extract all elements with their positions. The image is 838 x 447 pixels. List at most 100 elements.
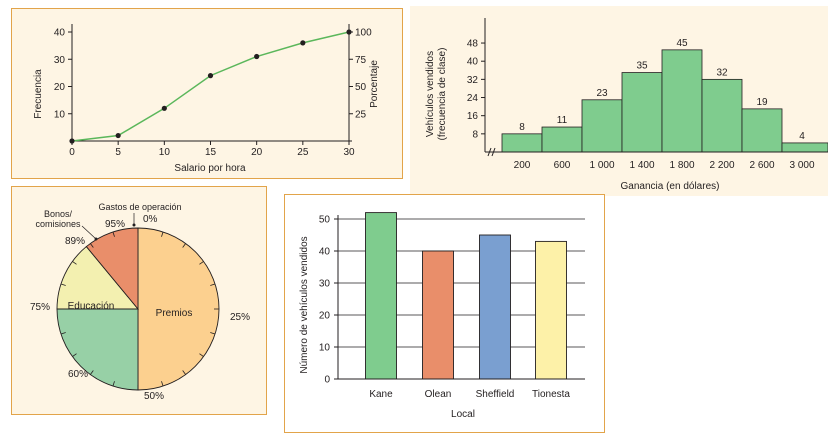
- pie-percent-tick-mark: [210, 283, 216, 286]
- pie-label-educacion: Educación: [68, 301, 115, 312]
- pie-percent-label: 89%: [65, 236, 85, 247]
- histogram-bar-value-label: 23: [596, 88, 608, 99]
- pie-percent-tick-mark: [182, 370, 186, 375]
- histogram-bar: [781, 142, 828, 153]
- bar-y-tick-label: 10: [319, 343, 331, 354]
- pie-percent-label: 75%: [30, 302, 50, 313]
- pie-percent-ticks: 0% 25% 50% 60% 75% 89% 95%: [30, 214, 250, 402]
- bar-x-tick-label: Sheffield: [476, 389, 515, 400]
- pie-chart: 0% 25% 50% 60% 75% 89% 95% Premios Educación B…: [30, 202, 250, 402]
- histogram-bar: [581, 99, 623, 153]
- ogive-point: [115, 132, 121, 139]
- ogive-y2-tick-label: 100: [355, 28, 372, 39]
- pie-percent-tick-mark: [72, 353, 77, 357]
- ogive-x-tick-label: 25: [297, 147, 309, 158]
- ogive-x-tick-label: 10: [159, 147, 171, 158]
- bar-y-tick-label: 40: [319, 247, 331, 258]
- histogram-axis-break: [487, 147, 496, 157]
- pie-gastos-leader-dot: [132, 223, 136, 227]
- histogram-bars: 8 11 23 35 45 32 19 4: [501, 38, 828, 153]
- bar-chart: 0 10 20 30 40 50 Kane Olean Sheffield Tionesta Lo…: [299, 212, 585, 420]
- ogive-y-tick-label: 10: [54, 109, 66, 120]
- ogive-x-tick-label: 20: [251, 147, 263, 158]
- ogive-point: [207, 73, 214, 79]
- ogive-x-tick-label: 30: [343, 147, 355, 158]
- pie-percent-label: 50%: [144, 391, 164, 402]
- bar-sheffield: [479, 234, 511, 380]
- histogram-bar: [701, 78, 743, 153]
- histogram-x-tick-label: 2 200: [709, 160, 734, 171]
- pie-percent-tick-mark: [199, 353, 204, 357]
- bar-y-axis-label: Número de vehículos vendidos: [299, 236, 310, 373]
- histogram-x-tick-label: 600: [554, 160, 571, 171]
- bar-tionesta: [535, 240, 567, 380]
- pie-chart-panel: 0% 25% 50% 60% 75% 89% 95% Premios Educación B…: [11, 186, 267, 415]
- bar-x-axis-label: Local: [451, 409, 475, 420]
- ogive-y2-tick-label: 25: [355, 109, 367, 120]
- ogive-chart: 0 5 10 15 20 25 30 40 30 20 10 100 75 50 25 Salario po…: [33, 24, 380, 174]
- ogive-x-tick-label: 15: [205, 147, 217, 158]
- histogram-x-axis-label: Ganancia (en dólares): [621, 181, 720, 192]
- bar-y-tick-label: 0: [324, 375, 330, 386]
- pie-slices: [56, 227, 220, 391]
- histogram-bar: [661, 49, 703, 153]
- bar-olean: [422, 250, 454, 380]
- histogram-x-tick-label: 1 000: [589, 160, 614, 171]
- histogram-bar-value-label: 35: [636, 61, 648, 72]
- pie-percent-label: 25%: [230, 312, 250, 323]
- pie-percent-tick-mark: [199, 261, 204, 265]
- pie-percent-tick-mark: [161, 381, 164, 387]
- histogram-bar: [741, 108, 783, 153]
- histogram-y-axis-label-line1: Vehículos vendidos: [425, 51, 436, 137]
- bar-y-tick-label: 20: [319, 311, 331, 322]
- pie-bonos-leader-dot: [94, 237, 98, 241]
- pie-percent-label: 95%: [105, 219, 125, 230]
- histogram-x-tick-label: 2 600: [749, 160, 774, 171]
- ogive-ticks: 0 5 10 15 20 25 30 40 30 20 10 100 75 50 25: [54, 28, 372, 159]
- ogive-y2-tick-label: 50: [355, 82, 367, 93]
- histogram-axes: [484, 18, 828, 157]
- pie-percent-tick-mark: [210, 332, 216, 335]
- pie-percent-tick-mark: [112, 381, 115, 387]
- ogive-y-tick-label: 30: [54, 55, 66, 66]
- pie-percent-tick-mark: [112, 231, 115, 237]
- pie-label-bonos-1: Bonos/: [44, 209, 73, 219]
- histogram-bar: [501, 133, 543, 153]
- bar-y-tick-label: 30: [319, 279, 331, 290]
- ogive-point: [346, 29, 352, 35]
- pie-label-bonos-2: comisiones: [35, 219, 81, 229]
- ogive-y-tick-label: 40: [54, 28, 66, 39]
- histogram-bar-value-label: 4: [799, 131, 805, 142]
- ogive-chart-panel: 0 5 10 15 20 25 30 40 30 20 10 100 75 50 25 Salario po…: [11, 8, 403, 179]
- histogram-bar-value-label: 32: [716, 67, 728, 78]
- bar-bars: [365, 212, 567, 380]
- ogive-series-line: [71, 31, 350, 142]
- histogram-bar: [541, 126, 583, 153]
- histogram-y-tick-label: 40: [467, 57, 479, 68]
- bar-axes: [337, 215, 585, 380]
- ogive-point: [161, 105, 167, 111]
- histogram-x-tick-label: 200: [514, 160, 531, 171]
- pie-percent-tick-mark: [182, 243, 186, 248]
- histogram-bar-value-label: 45: [676, 38, 688, 49]
- pie-percent-tick-mark: [60, 332, 66, 335]
- bar-ticks: 0 10 20 30 40 50 Kane Olean Sheffield Tionesta: [319, 215, 571, 401]
- histogram-y-tick-label: 16: [467, 111, 479, 122]
- ogive-y-axis-label: Frecuencia: [33, 69, 44, 119]
- histogram-y-tick-label: 8: [472, 129, 478, 140]
- bar-y-tick-label: 50: [319, 215, 331, 226]
- pie-percent-label: 0%: [143, 214, 158, 225]
- histogram-bar-value-label: 8: [519, 122, 525, 133]
- bar-x-tick-label: Tionesta: [532, 389, 570, 400]
- bar-x-tick-label: Kane: [369, 389, 393, 400]
- bar-x-tick-label: Olean: [425, 389, 452, 400]
- histogram-chart: 8 11 23 35 45 32 19 4 8 16 24 32 40 48 200 600 1 000 1 4…: [425, 18, 828, 192]
- ogive-x-axis-label: Salario por hora: [174, 163, 246, 174]
- histogram-y-tick-label: 48: [467, 39, 479, 50]
- histogram-bar-value-label: 11: [557, 115, 568, 126]
- histogram-y-tick-label: 24: [467, 93, 479, 104]
- ogive-x-tick-label: 5: [115, 147, 121, 158]
- histogram-x-tick-label: 1 800: [669, 160, 694, 171]
- histogram-bar: [621, 72, 663, 153]
